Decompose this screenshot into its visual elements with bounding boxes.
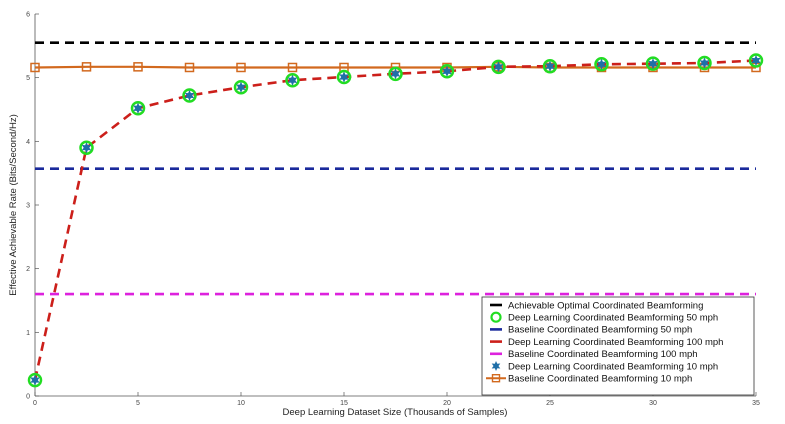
series-marker-circle xyxy=(336,69,352,85)
series-marker-star xyxy=(596,58,607,70)
series-marker-star xyxy=(287,74,298,86)
legend-entry: Baseline Coordinated Beamforming 10 mph xyxy=(508,374,692,385)
series-marker-circle xyxy=(439,64,455,79)
series-marker-circle xyxy=(182,88,197,103)
series-marker-circle xyxy=(285,72,300,88)
series-marker-star xyxy=(81,142,92,154)
series-marker-star xyxy=(339,71,349,83)
series-marker-star xyxy=(493,61,504,73)
series-marker-star xyxy=(545,60,555,72)
series-marker-star xyxy=(390,68,401,80)
y-tick-label: 1 xyxy=(26,330,30,337)
series-marker-circle xyxy=(233,79,249,95)
series-marker-circle xyxy=(79,140,94,155)
series-marker-circle xyxy=(27,372,43,388)
legend-entry: Deep Learning Coordinated Beamforming 10… xyxy=(508,361,718,372)
x-tick-label: 35 xyxy=(752,400,760,407)
y-tick-label: 3 xyxy=(26,203,30,210)
legend-entry: Baseline Coordinated Beamforming 50 mph xyxy=(508,325,692,336)
series-marker-circle xyxy=(748,53,764,68)
series-marker-circle xyxy=(542,58,558,74)
y-tick-label: 0 xyxy=(26,394,30,401)
x-tick-label: 0 xyxy=(33,400,37,407)
series-marker-circle xyxy=(645,56,661,71)
plot-area xyxy=(27,41,764,388)
series-marker-star xyxy=(184,90,195,101)
legend-entry: Deep Learning Coordinated Beamforming 50… xyxy=(508,313,718,324)
series-marker-square xyxy=(133,62,143,72)
series-marker-square xyxy=(184,62,195,73)
y-axis-label: Effective Achievable Rate (Bits/Second/H… xyxy=(8,114,19,295)
series-marker-square xyxy=(81,62,92,72)
series-marker-circle xyxy=(388,66,403,82)
series-marker-star xyxy=(30,374,40,386)
series-marker-star xyxy=(751,55,761,66)
legend-entry: Baseline Coordinated Beamforming 100 mph xyxy=(508,349,698,360)
series-marker-square xyxy=(30,62,40,73)
legend-swatch-marker xyxy=(491,374,501,383)
legend-box xyxy=(481,296,755,396)
x-tick-label: 15 xyxy=(340,400,348,407)
series-marker-circle xyxy=(130,100,146,116)
y-tick-label: 6 xyxy=(26,12,30,19)
legend-entry: Deep Learning Coordinated Beamforming 10… xyxy=(508,337,723,348)
x-tick-label: 30 xyxy=(649,400,657,407)
x-tick-label: 25 xyxy=(546,400,554,407)
y-tick-label: 4 xyxy=(26,139,30,146)
series-marker-circle xyxy=(594,57,609,72)
series-marker-star xyxy=(648,58,658,70)
series-marker-circle xyxy=(697,55,712,71)
series-marker-star xyxy=(133,102,143,114)
legend-swatch xyxy=(491,361,501,371)
series-marker-circle xyxy=(491,59,506,75)
x-tick-label: 5 xyxy=(136,400,140,407)
series-marker-star xyxy=(699,57,710,69)
legend: Achievable Optimal Coordinated Beamformi… xyxy=(481,296,755,396)
legend-swatch xyxy=(490,311,502,323)
legend-entry: Achievable Optimal Coordinated Beamformi… xyxy=(508,300,703,311)
x-tick-label: 10 xyxy=(237,400,245,407)
series-marker-square xyxy=(236,62,246,73)
axes: 0 5 10 15 20 25 30 35 0 1 2 3 4 5 6 xyxy=(26,12,760,408)
series-marker-square xyxy=(287,62,298,73)
y-tick-label: 5 xyxy=(26,75,30,82)
x-tick-label: 20 xyxy=(443,400,451,407)
y-tick-label: 2 xyxy=(26,266,30,273)
series-marker-star xyxy=(442,65,452,77)
series-marker-star xyxy=(236,81,246,93)
x-axis-label: Deep Learning Dataset Size (Thousands of… xyxy=(283,407,508,418)
